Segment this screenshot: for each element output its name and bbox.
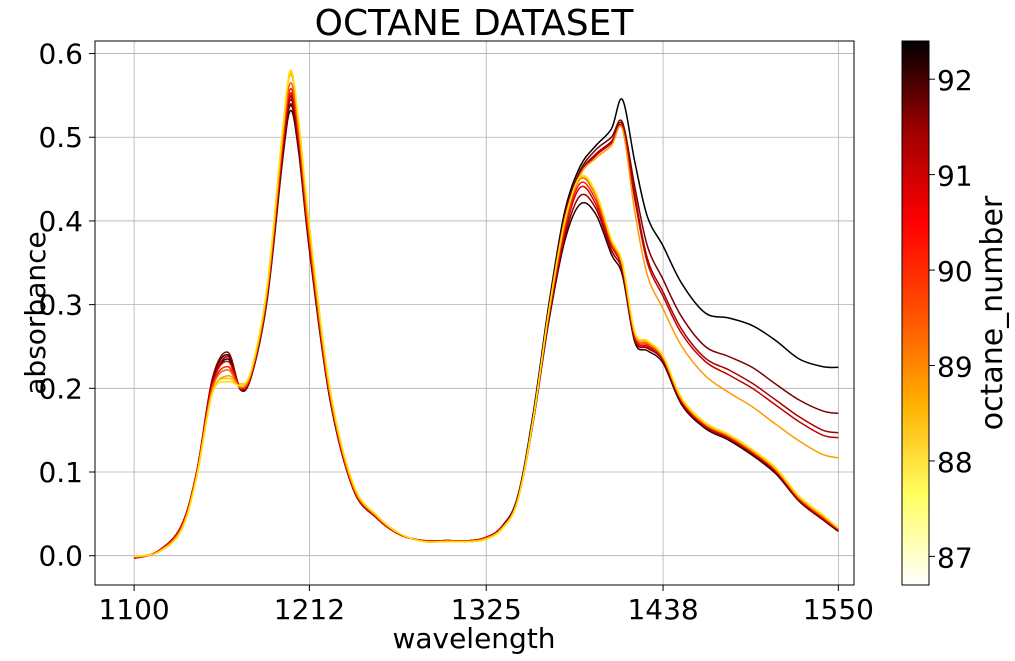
series-lines [133,69,839,559]
y-grid [95,53,854,557]
y-tick-label: 0.2 [38,372,83,405]
colorbar-tick-label: 90 [937,255,973,288]
spectrum-line [133,69,839,558]
y-tick-label: 0.0 [38,540,83,573]
y-tick-label: 0.6 [38,38,83,71]
y-tick-label: 0.4 [38,205,83,238]
y-ticks: 0.0 0.1 0.2 0.3 0.4 0.5 0.6 [38,38,95,573]
y-tick-label: 0.3 [38,289,83,322]
x-tick-label: 1325 [451,593,522,626]
y-tick-label: 0.1 [38,456,83,489]
y-axis-label: absorbance [19,231,52,394]
x-axis-label: wavelength [392,622,555,655]
colorbar-tick-label: 87 [937,541,973,574]
x-tick-label: 1100 [98,593,169,626]
colorbar-label: octane_number [975,195,1010,430]
colorbar-ticks: 87 88 89 90 91 92 [929,64,973,574]
x-grid [133,41,839,585]
x-tick-label: 1438 [627,593,698,626]
colorbar-tick-label: 91 [937,160,973,193]
y-tick-label: 0.5 [38,121,83,154]
colorbar-tick-label: 88 [937,446,973,479]
chart-title: OCTANE DATASET [315,3,635,44]
x-ticks: 1100 1212 1325 1438 1550 [98,585,874,626]
colorbar-tick-label: 89 [937,350,973,383]
colorbar-tick-label: 92 [937,64,973,97]
x-tick-label: 1550 [803,593,874,626]
colorbar [901,40,930,586]
x-tick-label: 1212 [274,593,345,626]
plot-frame [94,40,855,586]
